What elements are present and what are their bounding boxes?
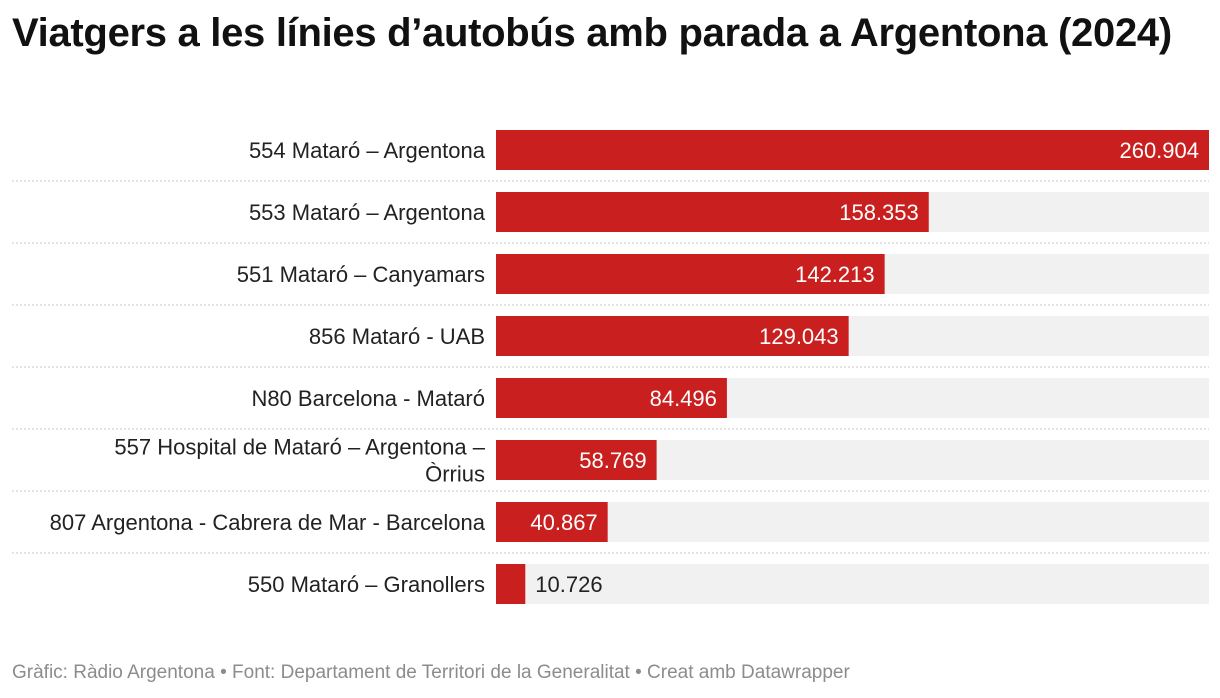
bar bbox=[496, 378, 727, 418]
data-label: 260.904 bbox=[1119, 138, 1199, 163]
tool-credit: Creat amb Datawrapper bbox=[647, 662, 850, 683]
category-label: 553 Mataró – Argentona bbox=[249, 200, 486, 225]
bar-track bbox=[496, 502, 1209, 542]
bar bbox=[496, 440, 657, 480]
bar bbox=[496, 254, 885, 294]
category-label: 557 Hospital de Mataró – Argentona – bbox=[114, 435, 485, 460]
chart-title: Viatgers a les línies d’autobús amb para… bbox=[12, 11, 1172, 55]
category-label: Òrrius bbox=[425, 462, 485, 487]
category-label: 807 Argentona - Cabrera de Mar - Barcelo… bbox=[50, 510, 486, 535]
category-label: 856 Mataró - UAB bbox=[309, 324, 485, 349]
bar-track bbox=[496, 564, 1209, 604]
source-value: Departament de Territori de la Generalit… bbox=[280, 662, 630, 683]
footer-separator: • bbox=[220, 662, 227, 683]
data-label: 10.726 bbox=[535, 572, 602, 597]
category-label: 551 Mataró – Canyamars bbox=[237, 262, 485, 287]
bar bbox=[496, 316, 849, 356]
bar bbox=[496, 502, 608, 542]
source-label: Font: bbox=[232, 662, 276, 683]
data-label: 40.867 bbox=[530, 510, 597, 535]
bar bbox=[496, 130, 1209, 170]
data-label: 158.353 bbox=[839, 200, 919, 225]
data-label: 142.213 bbox=[795, 262, 875, 287]
footer-separator: • bbox=[635, 662, 642, 683]
bar bbox=[496, 192, 929, 232]
data-label: 84.496 bbox=[650, 386, 717, 411]
data-label: 58.769 bbox=[579, 448, 646, 473]
bar bbox=[496, 564, 526, 604]
data-label: 129.043 bbox=[759, 324, 839, 349]
chart-footer: Gràfic: Ràdio Argentona • Font: Departam… bbox=[12, 662, 850, 684]
credit-label: Gràfic: bbox=[12, 662, 68, 683]
category-label: N80 Barcelona - Mataró bbox=[251, 386, 485, 411]
category-label: 554 Mataró – Argentona bbox=[249, 138, 486, 163]
category-label: 550 Mataró – Granollers bbox=[248, 572, 485, 597]
credit-value: Ràdio Argentona bbox=[73, 662, 215, 683]
